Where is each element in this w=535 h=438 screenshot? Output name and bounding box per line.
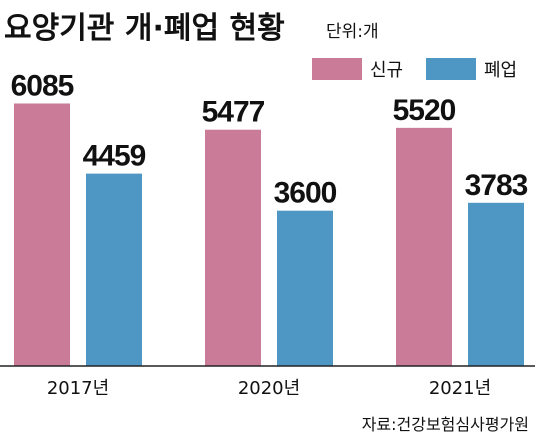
legend-label-1: 신규 [370,60,403,81]
source-note: 자료:건강보험심사평가원 [362,415,529,434]
x-tick-2: 2020년 [238,378,300,399]
value-label-1-1: 6085 [11,69,74,102]
bar-2-2 [277,210,333,366]
bars-group [14,103,524,367]
chart-unit: 단위:개 [326,22,379,42]
chart-title: 요양기관 개·폐업 현황 [4,11,285,46]
value-label-3-2: 3783 [465,169,528,202]
x-tick-1: 2017년 [47,378,109,399]
bar-3-1 [396,127,452,366]
value-label-2-1: 5477 [202,96,265,129]
legend-label-2: 폐업 [484,60,517,81]
legend: 신규 폐업 [312,58,517,81]
legend-swatch-2 [426,58,476,80]
legend-swatch-1 [312,58,362,80]
bar-1-1 [14,103,70,367]
value-label-1-2: 4459 [83,140,146,173]
bar-3-2 [468,202,524,366]
bar-2-1 [205,129,261,366]
bar-1-2 [86,173,142,366]
x-tick-3: 2021년 [429,378,491,399]
value-labels-group: 6085 4459 5477 3600 5520 3783 [11,69,529,210]
value-label-2-2: 3600 [274,177,337,210]
value-label-3-1: 5520 [393,94,456,127]
x-tick-labels: 2017년 2020년 2021년 [47,378,491,399]
